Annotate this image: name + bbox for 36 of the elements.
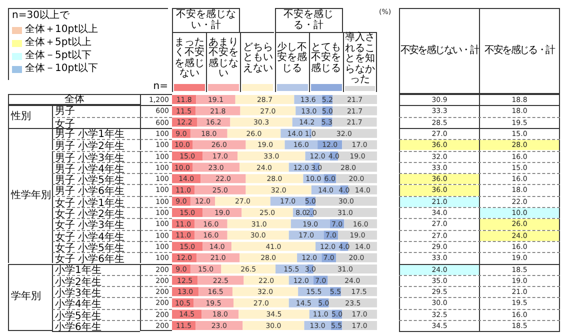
category-label: 女子 [55,118,75,130]
text: 性別 [8,105,52,128]
text: 全体－10pt以下 [24,62,99,76]
text: 性学年別 [8,128,52,264]
category-label: 男子 小学3年生 [55,152,125,164]
category-label: 男子 小学5年生 [55,175,125,186]
series-label: 導入されることを知らなかった [344,32,376,86]
category-label: 男子 [55,106,75,118]
text: とても不安を感じる [310,40,342,76]
text: どちらともいえない [242,40,274,76]
text: 全体＋5pt以上 [24,36,93,50]
category-label: 男子 小学2年生 [55,141,125,152]
text: n= [152,81,169,93]
category-label: 女子 小学3年生 [55,220,125,232]
category-label: 全体 [64,94,84,105]
series-label: まったく不安を感じない [174,36,206,81]
text: 全体－5pt以下 [24,50,93,62]
text: 学年別 [8,264,52,332]
category-label: 女子 小学5年生 [55,242,125,254]
category-label: 男子 小学1年生 [55,128,125,140]
category-label: 男子 小学4年生 [55,164,125,175]
category-label: 女子 小学1年生 [55,198,125,209]
category-label: 男子 小学6年生 [55,186,125,198]
category-label: 女子 小学4年生 [55,232,125,243]
category-label: 小学3年生 [55,288,102,300]
text: 少し不安を感じる [276,40,308,76]
text: 全体＋10pt以上 [24,24,99,36]
category-label: 小学6年生 [55,322,102,333]
category-label: 小学1年生 [55,264,102,276]
category-label: 小学5年生 [55,310,102,322]
series-label: あまり不安を感じない [208,36,240,81]
category-label: 小学4年生 [55,299,102,310]
text: n=30以上で [12,10,70,22]
category-label: 女子 小学2年生 [55,209,125,220]
category-label: 小学2年生 [55,276,102,288]
category-label: 女子 小学6年生 [55,254,125,266]
